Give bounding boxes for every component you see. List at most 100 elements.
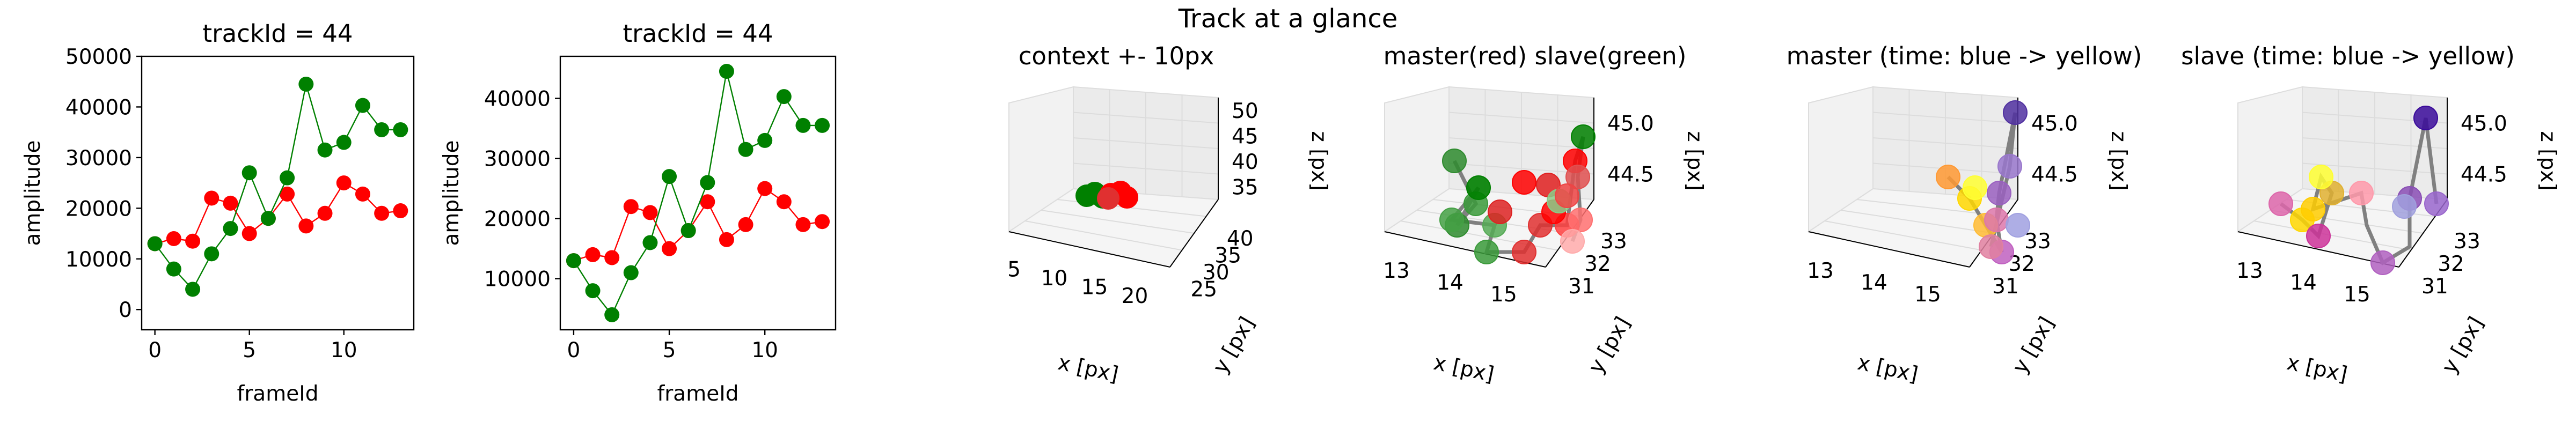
data-point: [2301, 197, 2325, 221]
data-point: [2006, 213, 2030, 238]
data-point: [1565, 165, 1590, 189]
z-tick-label: 40: [1232, 150, 1258, 174]
axes-frame: [559, 55, 837, 331]
data-point: [355, 98, 370, 113]
data-point: [2413, 106, 2438, 130]
y-tick-label: 40: [1227, 227, 1254, 251]
x-axis-label: x [px]: [1431, 351, 1496, 387]
data-point: [1979, 234, 2003, 259]
data-point: [204, 246, 219, 262]
data-point: [795, 217, 811, 232]
data-point: [700, 175, 715, 190]
data-point: [2309, 165, 2333, 189]
y-axis-label: amplitude: [440, 140, 464, 246]
data-point: [393, 122, 408, 137]
data-point: [1512, 240, 1536, 264]
data-point: [623, 199, 639, 214]
chart-title: master (time: blue -> yellow): [1787, 42, 2142, 70]
data-point: [757, 132, 773, 148]
data-point: [1571, 124, 1596, 149]
data-point: [1560, 229, 1585, 254]
y-tick-label: 20000: [484, 208, 551, 232]
z-axis-label: z [px]: [2106, 131, 2131, 190]
chart-title: slave (time: blue -> yellow): [2181, 42, 2515, 70]
data-point: [2268, 191, 2293, 216]
x-tick-label: 5: [1007, 257, 1021, 282]
x-tick-label: 0: [567, 338, 581, 363]
y-tick-label: 40000: [65, 95, 132, 120]
y-tick-label: 30000: [484, 147, 551, 172]
z-tick-label: 35: [1232, 175, 1258, 199]
y-tick-label: 32: [2438, 252, 2464, 276]
data-point: [623, 265, 639, 280]
x-tick-label: 5: [663, 338, 676, 363]
y-axis-label: y [px]: [1584, 313, 1635, 378]
data-point: [2349, 181, 2374, 205]
data-point: [374, 122, 390, 137]
x-axis-label: x [px]: [2285, 351, 2350, 387]
axes-frame: [141, 55, 415, 331]
data-point: [166, 261, 181, 277]
series-line: [573, 71, 823, 316]
x-tick-label: 13: [2236, 259, 2263, 283]
y-tick-label: 40000: [484, 87, 551, 111]
data-point: [166, 231, 181, 246]
data-point: [298, 218, 314, 234]
chart-title: context +- 10px: [1019, 42, 1214, 70]
data-point: [2424, 191, 2449, 216]
data-point: [280, 170, 295, 186]
grid-line: [1872, 137, 2018, 149]
data-point: [1512, 170, 1536, 195]
data-point: [336, 175, 352, 191]
x-tick-label: 10: [331, 338, 357, 363]
y-tick-label: 33: [1600, 230, 1627, 254]
data-point: [1439, 208, 1464, 232]
data-point: [776, 194, 792, 210]
x-tick-label: 15: [2344, 283, 2370, 307]
x-axis-label: frameId: [237, 382, 319, 406]
data-point: [738, 142, 753, 157]
chart-title: master(red) slave(green): [1384, 42, 1687, 70]
y-axis-line: [1169, 199, 1219, 268]
data-point: [815, 214, 830, 230]
x-axis-line: [1008, 231, 1170, 268]
z-tick-label: 45.0: [2031, 112, 2078, 136]
data-point: [700, 194, 715, 210]
data-point: [317, 205, 333, 221]
x-tick-label: 14: [1861, 271, 1887, 295]
grid-line: [1448, 137, 1594, 149]
data-point: [719, 232, 734, 247]
y-tick-label: 31: [2421, 275, 2448, 299]
data-point: [374, 205, 390, 221]
data-point: [642, 235, 658, 250]
x-tick-label: 14: [2290, 271, 2317, 295]
data-point: [1474, 240, 1499, 264]
grid-line: [2302, 162, 2448, 175]
data-point: [604, 250, 620, 265]
y-tick-label: 33: [2024, 230, 2051, 254]
y-tick-label: 10000: [484, 268, 551, 292]
data-point: [2003, 100, 2028, 125]
y-axis-label: y [px]: [2437, 313, 2489, 378]
data-point: [1466, 175, 1491, 200]
grid-line: [2302, 137, 2448, 149]
grid-line: [1041, 210, 1195, 234]
z-axis-label: z [px]: [1682, 131, 1707, 190]
data-point: [662, 241, 677, 256]
data-point: [1997, 154, 2022, 179]
data-point: [1987, 181, 2011, 205]
y-tick-label: 31: [1568, 275, 1595, 299]
data-point: [642, 205, 658, 220]
y-tick-label: 31: [1992, 275, 2019, 299]
data-point: [336, 135, 352, 150]
x-tick-label: 20: [1122, 284, 1148, 308]
grid-line: [1073, 162, 1219, 175]
data-point: [1442, 149, 1467, 173]
data-point: [393, 203, 408, 219]
z-axis-label: z [px]: [1307, 131, 1331, 190]
data-point: [223, 195, 238, 211]
chart-title: trackId = 44: [623, 19, 773, 48]
y-tick-label: 0: [119, 298, 132, 322]
